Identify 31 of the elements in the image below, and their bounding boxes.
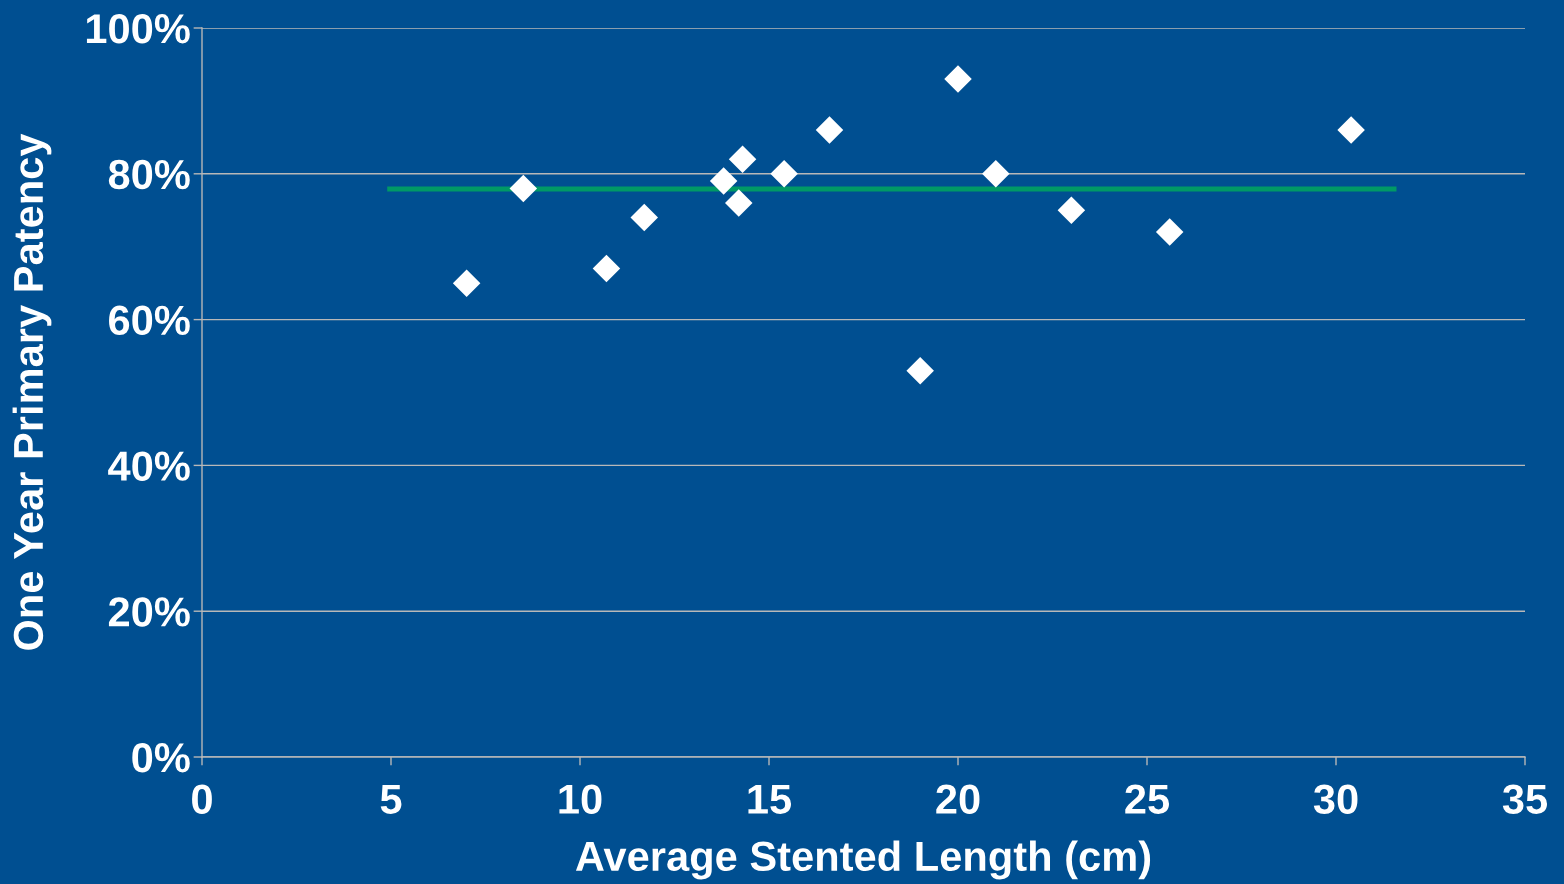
x-tick-label: 30 (1313, 784, 1358, 815)
point (1057, 196, 1086, 224)
point (906, 356, 934, 385)
x-tick-label: 5 (380, 784, 402, 814)
x-tick-label: 10 (559, 784, 602, 814)
point (725, 189, 753, 217)
y-tick-label: 40% (108, 451, 190, 481)
point (1337, 116, 1365, 144)
y-axis-title: One Year Primary Patency (12, 133, 52, 650)
point (944, 65, 972, 93)
y-tick-label: 20% (108, 597, 190, 627)
point (630, 203, 659, 232)
y-tick-label: 60% (109, 305, 190, 336)
y-tick-label: 0% (132, 743, 190, 773)
x-tick-label: 0 (192, 784, 212, 814)
point (815, 116, 844, 144)
y-tick-label: 80% (108, 159, 190, 190)
x-tick-label: 25 (1125, 784, 1170, 814)
x-tick-label: 35 (1502, 784, 1548, 815)
y-tick-label: 100% (86, 14, 190, 44)
point (982, 160, 1010, 188)
point (770, 160, 798, 188)
point (452, 269, 481, 297)
point (509, 174, 538, 203)
x-axis-title: Average Stented Length (cm) (575, 840, 1151, 880)
x-tick-label: 20 (936, 784, 980, 814)
x-tick-label: 15 (748, 784, 792, 814)
point (709, 167, 738, 195)
point (592, 254, 621, 283)
point (728, 145, 757, 173)
point (1155, 218, 1184, 246)
